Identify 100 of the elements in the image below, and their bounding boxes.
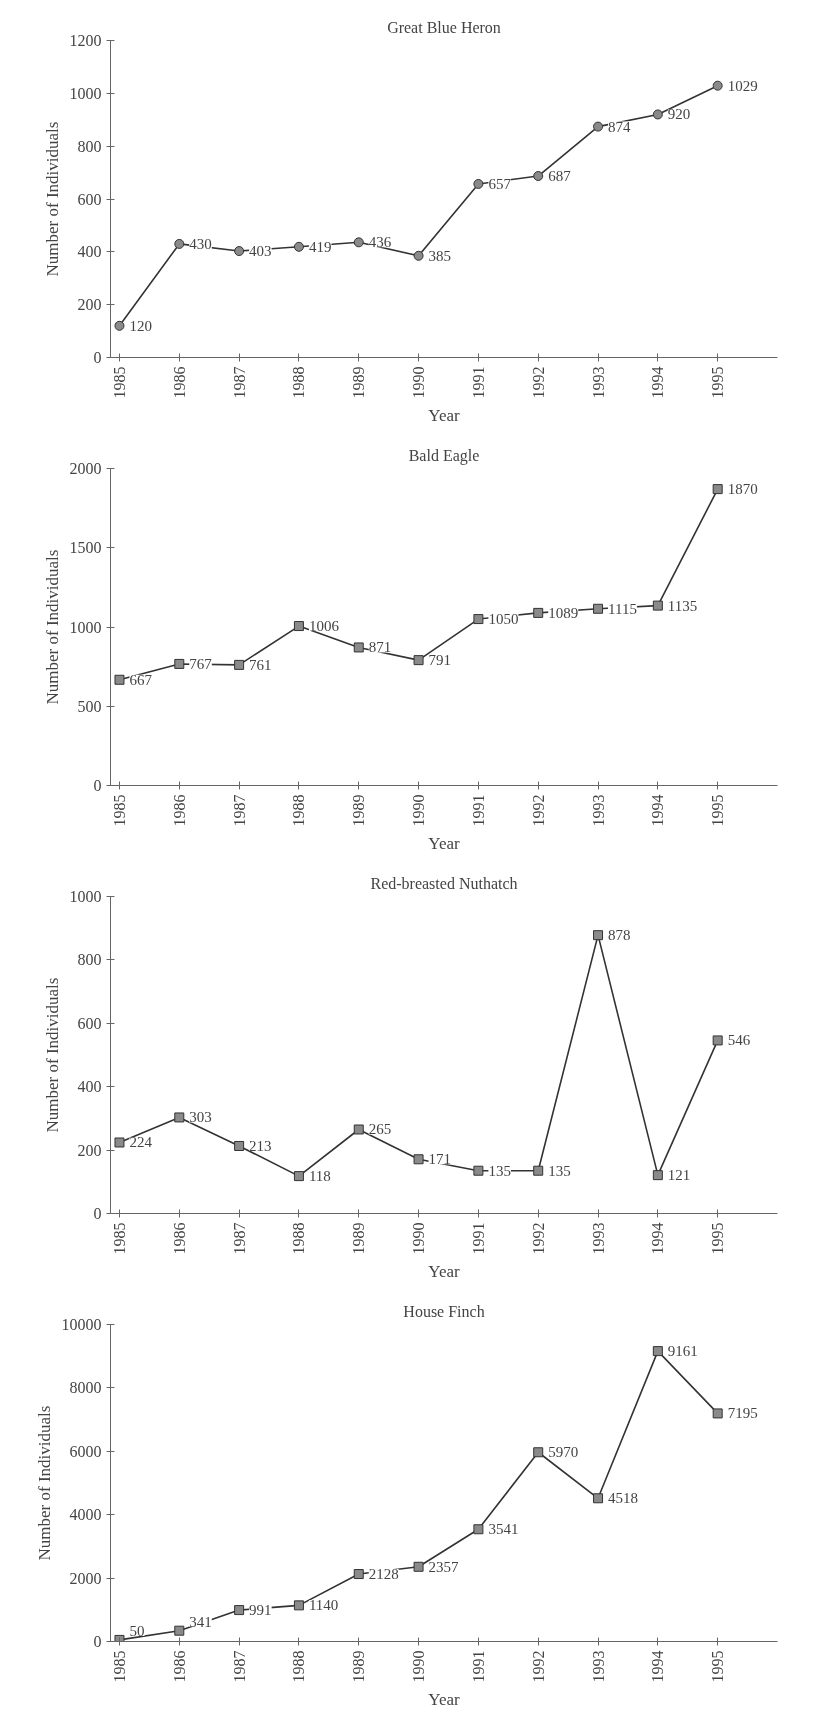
x-tick-label: 1990 <box>410 1222 428 1255</box>
x-tick-label: 1985 <box>110 794 128 827</box>
x-tick-label: 1988 <box>290 366 308 399</box>
x-tick-label: 1987 <box>230 1650 248 1683</box>
point <box>533 171 544 182</box>
data-label: 4518 <box>608 1490 639 1507</box>
data-label: 265 <box>368 1121 392 1138</box>
x-tick-label: 1986 <box>170 794 188 827</box>
data-label: 303 <box>189 1109 212 1126</box>
x-tick-label: 1989 <box>350 1650 368 1683</box>
x-tick-label: 1993 <box>589 794 607 827</box>
y-tick-label: 10000 <box>61 1316 102 1333</box>
data-label: 546 <box>727 1032 751 1049</box>
data-label: 761 <box>249 656 272 673</box>
point <box>473 178 484 189</box>
point <box>353 1124 364 1135</box>
data-label: 436 <box>368 234 392 251</box>
point <box>174 238 185 249</box>
chart-title: Red-breasted Nuthatch <box>370 874 518 892</box>
data-label: 871 <box>368 639 392 656</box>
point <box>473 614 484 625</box>
x-tick-label: 1990 <box>410 1650 428 1683</box>
x-axis-title: Year <box>428 1690 460 1710</box>
data-label: 991 <box>249 1602 272 1619</box>
x-tick-label: 1994 <box>649 794 667 827</box>
point <box>413 1561 424 1572</box>
point <box>174 1625 185 1636</box>
point <box>114 320 125 331</box>
point <box>234 1140 245 1151</box>
point <box>174 1112 185 1123</box>
y-tick-label: 1500 <box>69 539 102 557</box>
chart-title: House Finch <box>403 1302 485 1320</box>
y-tick-label: 2000 <box>69 460 102 477</box>
point <box>413 1154 424 1165</box>
x-tick-label: 1990 <box>410 366 428 399</box>
x-tick-label: 1987 <box>230 794 248 827</box>
x-tick-label: 1985 <box>110 1650 128 1683</box>
y-tick-label: 0 <box>93 349 102 366</box>
point <box>593 603 604 614</box>
x-tick-label: 1993 <box>589 366 607 399</box>
point <box>593 121 604 132</box>
data-label: 341 <box>189 1613 212 1630</box>
data-label: 1870 <box>727 481 758 498</box>
point <box>712 80 723 91</box>
x-axis-title: Year <box>428 1262 460 1282</box>
point <box>234 1605 245 1616</box>
data-label: 224 <box>129 1134 153 1151</box>
data-label: 1050 <box>488 611 519 628</box>
x-tick-label: 1994 <box>649 1650 667 1683</box>
point <box>593 1493 604 1504</box>
x-tick-label: 1987 <box>230 1222 248 1255</box>
point <box>593 930 604 941</box>
x-tick-label: 1987 <box>230 366 248 399</box>
x-tick-label: 1986 <box>170 1222 188 1255</box>
data-label: 385 <box>428 247 452 264</box>
y-tick-label: 800 <box>77 951 102 969</box>
data-label: 791 <box>428 652 452 669</box>
x-tick-label: 1988 <box>290 1222 308 1255</box>
data-label: 874 <box>608 118 632 135</box>
y-tick-label: 0 <box>93 1205 102 1222</box>
y-axis-title: Number of Individuals <box>34 1405 54 1561</box>
data-label: 767 <box>189 655 213 672</box>
x-tick-label: 1995 <box>709 1650 727 1683</box>
y-tick-label: 1000 <box>69 84 102 102</box>
data-label: 920 <box>667 106 691 123</box>
point <box>533 1447 544 1458</box>
x-tick-label: 1991 <box>469 794 487 827</box>
data-label: 1115 <box>608 600 637 617</box>
point <box>293 241 304 252</box>
point <box>353 237 364 248</box>
y-tick-label: 0 <box>93 777 102 794</box>
y-tick-label: 8000 <box>69 1379 102 1397</box>
x-tick-label: 1986 <box>170 1650 188 1683</box>
data-label: 419 <box>308 238 332 255</box>
y-tick-label: 0 <box>93 1633 102 1650</box>
y-axis-title: Number of Individuals <box>42 121 62 277</box>
data-label: 657 <box>488 175 512 192</box>
point <box>114 674 125 685</box>
y-tick-label: 1000 <box>69 618 102 636</box>
x-tick-label: 1993 <box>589 1222 607 1255</box>
data-label: 5970 <box>548 1444 579 1461</box>
y-tick-label: 500 <box>77 697 102 715</box>
data-label: 50 <box>129 1622 145 1639</box>
data-label: 1029 <box>727 77 758 94</box>
x-tick-label: 1989 <box>350 1222 368 1255</box>
x-axis-title: Year <box>428 834 460 854</box>
point <box>712 484 723 495</box>
x-tick-label: 1995 <box>709 1222 727 1255</box>
x-tick-label: 1992 <box>529 1650 547 1683</box>
data-label: 9161 <box>667 1343 698 1360</box>
y-axis-title: Number of Individuals <box>42 549 62 705</box>
y-tick-label: 800 <box>77 137 102 155</box>
x-tick-label: 1992 <box>529 366 547 399</box>
data-label: 7195 <box>727 1405 758 1422</box>
y-tick-label: 4000 <box>69 1506 102 1524</box>
x-tick-label: 1988 <box>290 1650 308 1683</box>
point <box>293 1171 304 1182</box>
data-label: 121 <box>667 1167 691 1184</box>
x-tick-label: 1995 <box>709 366 727 399</box>
data-label: 1089 <box>548 604 579 621</box>
